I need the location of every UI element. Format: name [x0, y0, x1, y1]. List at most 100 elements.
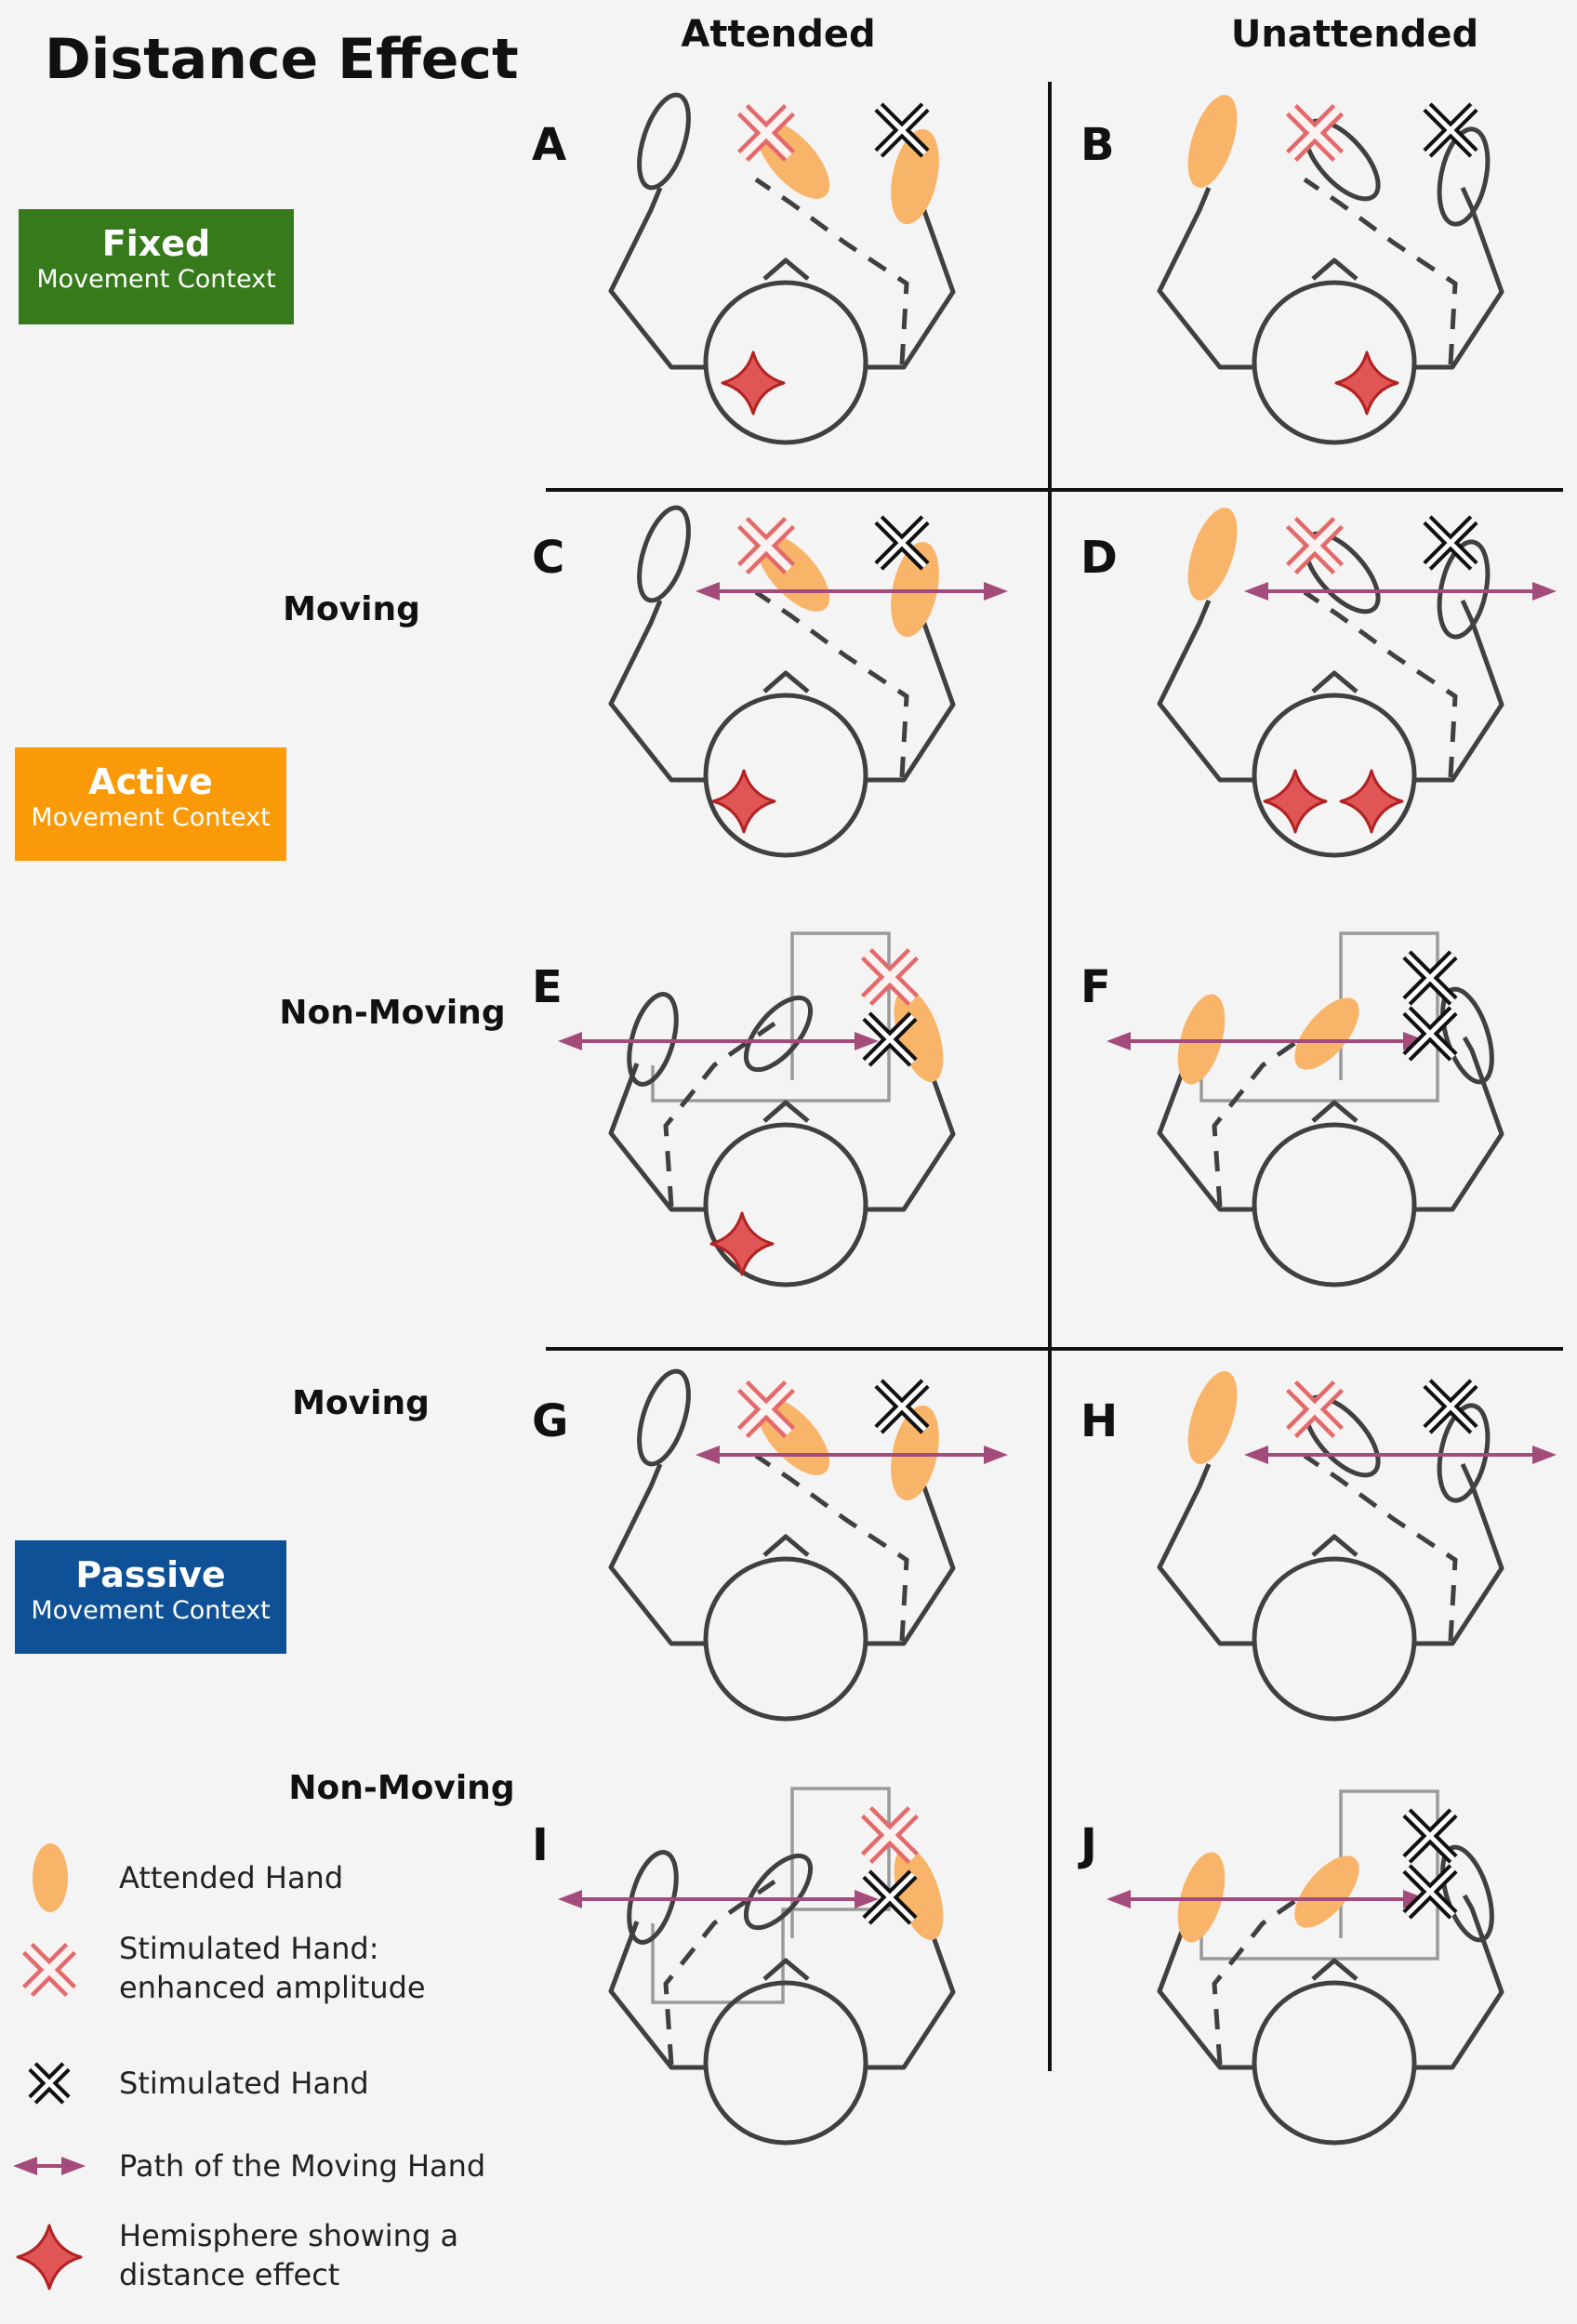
left-arm — [1157, 187, 1253, 370]
moving-hand-path — [558, 1890, 879, 1908]
context-passive-sub: Movement Context — [31, 1596, 271, 1625]
nose — [1311, 1534, 1358, 1557]
right-hand — [1437, 1403, 1491, 1503]
column-unattended: Unattended — [1231, 13, 1478, 56]
head-circle — [1252, 1980, 1417, 2146]
left-arm — [608, 600, 705, 783]
nose — [762, 257, 810, 281]
movement-box — [651, 931, 891, 1103]
left-arm — [1157, 1921, 1253, 2070]
distance-effect-diamond-2 — [1339, 769, 1404, 834]
legend-label: Hemisphere showing a — [119, 2218, 458, 2253]
enhanced-stimulus-mark — [736, 1380, 796, 1439]
panel-c: C — [532, 505, 1008, 858]
left-hand — [637, 505, 691, 603]
enhanced-stimulus-mark — [860, 1805, 920, 1865]
column-attended: Attended — [681, 13, 875, 56]
middle-hand — [743, 995, 814, 1073]
enhanced-stimulus-mark — [1285, 103, 1345, 163]
panel-letter-b: B — [1080, 119, 1115, 171]
crossed-dashed-arm — [754, 589, 909, 778]
stimulus-mark — [1423, 1379, 1478, 1434]
distance-effect-diamond-1 — [1263, 769, 1328, 834]
moving-hand-path — [1244, 582, 1557, 601]
nose — [1311, 257, 1358, 281]
row-label-passive-non-moving: Non-Moving — [288, 1769, 514, 1807]
left-hand — [637, 92, 691, 191]
panel-letter-g: G — [532, 1395, 568, 1447]
right-arm — [1415, 1462, 1504, 1646]
right-hand — [1437, 539, 1491, 640]
context-active: Active Movement Context — [15, 747, 286, 861]
stimulus-mark — [1423, 102, 1478, 158]
black-x-icon — [28, 2062, 71, 2105]
head-circle — [703, 693, 868, 858]
stimulus-mark — [874, 1379, 930, 1434]
distance-effect-diamond-1 — [1334, 350, 1399, 416]
crossed-dashed-arm — [1303, 177, 1458, 365]
panel-letter-e: E — [532, 961, 563, 1013]
panel-i: I — [532, 1787, 956, 2146]
left-arm — [1157, 1463, 1253, 1646]
panel-f: F — [1080, 931, 1504, 1287]
panel-h: H — [1080, 1371, 1557, 1722]
distance-effect-diamond-1 — [709, 1211, 775, 1276]
middle-hand — [1294, 1855, 1359, 1928]
left-arm — [608, 1463, 705, 1646]
right-arm — [1415, 1036, 1504, 1212]
crossed-dashed-arm — [1303, 1453, 1458, 1642]
movement-box — [1199, 931, 1439, 1103]
panel-b: B — [1080, 95, 1504, 445]
legend-item-enhanced-x: Stimulated Hand: enhanced amplitude — [21, 1931, 426, 2005]
right-hand — [1437, 126, 1491, 227]
crossed-dashed-arm — [663, 1021, 776, 1208]
left-hand — [1187, 1371, 1238, 1464]
nose — [762, 670, 810, 693]
stimulus-mark-2 — [1402, 1864, 1458, 1920]
panel-e: E — [532, 931, 956, 1287]
crossed-dashed-arm — [754, 1453, 909, 1642]
row-label-active-moving: Moving — [283, 590, 420, 628]
legend-label: Stimulated Hand: — [119, 1931, 378, 1966]
right-arm — [1415, 186, 1504, 370]
panel-a: A — [532, 92, 956, 445]
legend-label: Attended Hand — [119, 1860, 343, 1895]
right-hand — [1440, 986, 1494, 1085]
left-arm — [608, 1921, 705, 2070]
panel-j: J — [1078, 1789, 1504, 2146]
panel-letter-a: A — [532, 119, 566, 171]
crossed-dashed-arm — [1212, 1879, 1325, 2066]
head-circle — [703, 1122, 868, 1287]
panel-letter-j: J — [1078, 1819, 1097, 1871]
arrow-icon — [13, 2157, 86, 2175]
left-hand — [627, 1850, 679, 1945]
head-circle — [1252, 693, 1417, 858]
stimulus-mark-1 — [1402, 1808, 1458, 1864]
attended-hand-icon — [33, 1843, 68, 1912]
nose — [762, 1958, 810, 1981]
legend-item-black-x: Stimulated Hand — [28, 2062, 369, 2105]
nose — [1311, 1958, 1358, 1981]
middle-hand — [1294, 997, 1359, 1070]
moving-hand-path — [696, 582, 1008, 601]
moving-hand-path — [696, 1446, 1008, 1464]
panel-g: G — [532, 1368, 1008, 1722]
context-fixed-name: Fixed — [101, 223, 211, 264]
panel-letter-c: C — [532, 532, 564, 584]
head-circle — [703, 1980, 868, 2146]
crossed-dashed-arm — [663, 1879, 776, 2066]
context-fixed: Fixed Movement Context — [19, 209, 294, 324]
moving-hand-path — [1244, 1446, 1557, 1464]
stimulus-mark-2 — [1402, 1006, 1458, 1062]
nose — [762, 1534, 810, 1557]
moving-hand-path — [558, 1032, 879, 1050]
crossed-dashed-arm — [1303, 589, 1458, 778]
context-active-sub: Movement Context — [31, 803, 271, 832]
stimulus-mark-1 — [1402, 950, 1458, 1006]
left-arm — [608, 1063, 705, 1212]
context-passive-name: Passive — [75, 1554, 226, 1595]
legend-label: Stimulated Hand — [119, 2066, 369, 2101]
left-hand — [627, 992, 679, 1087]
context-passive: Passive Movement Context — [15, 1540, 286, 1654]
left-hand — [1187, 508, 1238, 601]
